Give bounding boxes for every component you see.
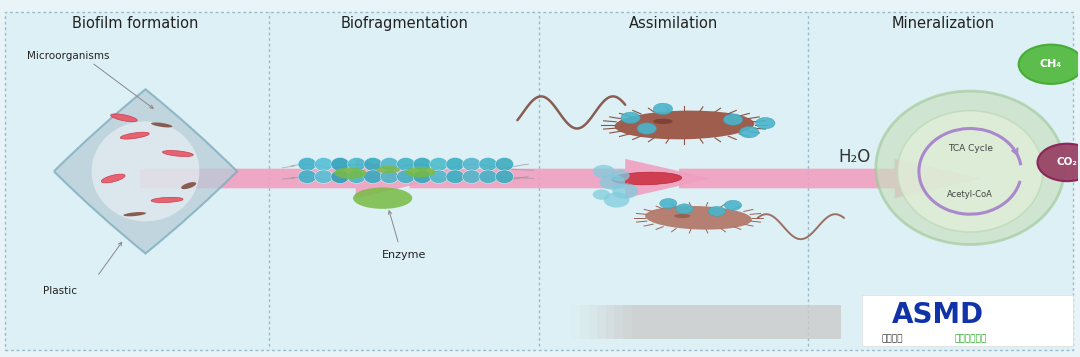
Polygon shape — [140, 159, 442, 198]
Ellipse shape — [592, 164, 616, 178]
Ellipse shape — [348, 157, 366, 171]
Ellipse shape — [478, 157, 497, 171]
Ellipse shape — [724, 114, 743, 125]
Ellipse shape — [414, 170, 431, 183]
Ellipse shape — [462, 157, 481, 171]
Ellipse shape — [621, 112, 640, 124]
Ellipse shape — [430, 157, 448, 171]
Ellipse shape — [897, 111, 1043, 232]
Ellipse shape — [330, 170, 349, 183]
FancyBboxPatch shape — [606, 305, 841, 339]
Text: Acetyl-CoA: Acetyl-CoA — [947, 190, 994, 199]
Ellipse shape — [645, 206, 752, 230]
Ellipse shape — [110, 114, 137, 122]
Ellipse shape — [151, 122, 173, 127]
Text: Assimilation: Assimilation — [629, 16, 718, 31]
Ellipse shape — [181, 182, 197, 189]
Text: ASMD: ASMD — [892, 301, 984, 329]
FancyBboxPatch shape — [632, 305, 841, 339]
Ellipse shape — [598, 174, 625, 190]
Ellipse shape — [637, 123, 657, 134]
Ellipse shape — [740, 126, 759, 138]
Ellipse shape — [496, 170, 514, 183]
Ellipse shape — [396, 170, 415, 183]
Ellipse shape — [298, 170, 316, 183]
Ellipse shape — [496, 157, 514, 171]
Ellipse shape — [396, 157, 415, 171]
FancyBboxPatch shape — [597, 305, 841, 339]
Ellipse shape — [120, 132, 149, 139]
Ellipse shape — [364, 170, 382, 183]
Ellipse shape — [756, 117, 775, 129]
Ellipse shape — [353, 187, 413, 209]
Polygon shape — [409, 159, 712, 198]
Ellipse shape — [653, 103, 673, 115]
FancyBboxPatch shape — [623, 305, 841, 339]
Ellipse shape — [102, 174, 125, 183]
Ellipse shape — [151, 197, 183, 202]
Ellipse shape — [446, 170, 464, 183]
Ellipse shape — [446, 157, 464, 171]
Ellipse shape — [405, 167, 435, 177]
Ellipse shape — [462, 170, 481, 183]
FancyBboxPatch shape — [580, 305, 841, 339]
Ellipse shape — [380, 157, 399, 171]
Text: Microorganisms: Microorganisms — [27, 51, 109, 61]
Ellipse shape — [676, 204, 693, 214]
Text: 阿斯米德: 阿斯米德 — [881, 334, 903, 343]
Ellipse shape — [612, 172, 681, 185]
FancyBboxPatch shape — [862, 295, 1072, 346]
Ellipse shape — [414, 157, 431, 171]
Ellipse shape — [92, 121, 200, 221]
Ellipse shape — [653, 119, 673, 124]
FancyBboxPatch shape — [589, 305, 841, 339]
Ellipse shape — [1018, 45, 1080, 84]
Text: Enzyme: Enzyme — [382, 250, 427, 260]
Polygon shape — [679, 159, 981, 198]
Ellipse shape — [1038, 144, 1080, 181]
FancyBboxPatch shape — [571, 305, 841, 339]
Ellipse shape — [725, 200, 742, 210]
Ellipse shape — [478, 170, 497, 183]
FancyBboxPatch shape — [615, 305, 841, 339]
Text: TCA Cycle: TCA Cycle — [947, 144, 993, 153]
Ellipse shape — [592, 189, 611, 200]
Ellipse shape — [364, 157, 382, 171]
Ellipse shape — [674, 214, 690, 218]
PathPatch shape — [54, 89, 238, 253]
FancyBboxPatch shape — [5, 12, 1072, 350]
Text: H₂O: H₂O — [839, 148, 870, 166]
Text: Biofilm formation: Biofilm formation — [71, 16, 198, 31]
Ellipse shape — [708, 206, 726, 216]
Ellipse shape — [610, 170, 630, 181]
Text: 生物降解专家: 生物降解专家 — [954, 334, 986, 343]
Ellipse shape — [314, 170, 333, 183]
Ellipse shape — [330, 157, 349, 171]
Ellipse shape — [606, 194, 626, 206]
Ellipse shape — [334, 167, 366, 179]
Ellipse shape — [162, 151, 193, 156]
Ellipse shape — [314, 157, 333, 171]
Ellipse shape — [660, 198, 677, 208]
Ellipse shape — [380, 170, 399, 183]
Ellipse shape — [615, 111, 755, 139]
Ellipse shape — [348, 170, 366, 183]
Text: Biofragmentation: Biofragmentation — [340, 16, 468, 31]
Text: CH₄: CH₄ — [1040, 59, 1062, 69]
Text: CO₂: CO₂ — [1056, 157, 1078, 167]
Text: Mineralization: Mineralization — [892, 16, 995, 31]
Ellipse shape — [616, 185, 635, 197]
Ellipse shape — [298, 157, 316, 171]
Text: Plastic: Plastic — [43, 286, 77, 296]
Ellipse shape — [376, 166, 400, 173]
Ellipse shape — [123, 212, 146, 216]
Ellipse shape — [876, 91, 1065, 245]
Ellipse shape — [430, 170, 448, 183]
